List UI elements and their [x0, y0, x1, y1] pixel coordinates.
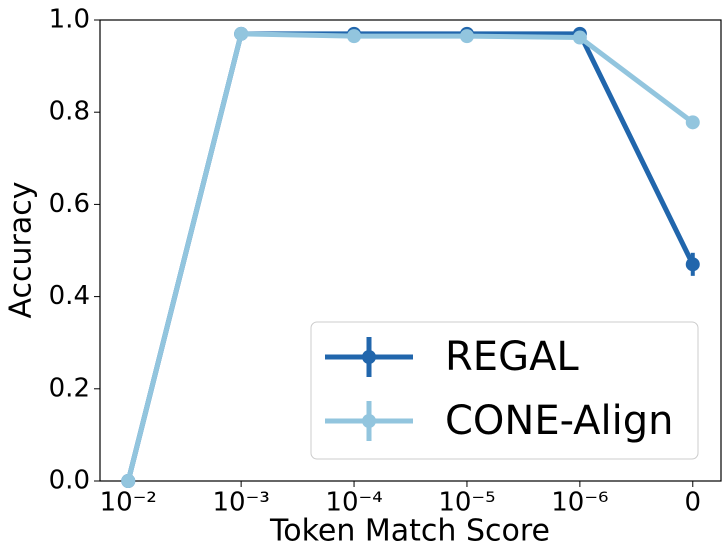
y-tick-label: 0.4 — [49, 281, 90, 311]
legend-label: REGAL — [445, 334, 579, 380]
marker — [121, 474, 136, 488]
y-tick-label: 0.2 — [49, 373, 90, 403]
y-tick-label: 0.8 — [49, 97, 90, 127]
legend-label: CONE-Align — [445, 398, 674, 444]
x-tick-label: 10⁻² — [100, 488, 157, 518]
x-tick-label: 0 — [684, 488, 701, 518]
legend-marker — [362, 414, 376, 428]
marker — [347, 29, 362, 44]
x-tick-label: 10⁻⁴ — [325, 488, 382, 518]
marker — [572, 30, 587, 45]
marker — [459, 29, 474, 44]
legend-marker — [362, 350, 376, 364]
x-tick-label: 10⁻³ — [213, 488, 270, 518]
series-line — [125, 31, 695, 482]
x-tick-label: 10⁻⁶ — [551, 488, 608, 518]
plot-frame — [99, 19, 722, 482]
y-axis-label: Accuracy — [4, 182, 39, 319]
y-tick-label: 0.0 — [49, 466, 90, 496]
x-tick-label: 10⁻⁵ — [438, 488, 495, 518]
marker — [234, 26, 249, 41]
marker — [685, 115, 700, 130]
marker — [685, 257, 700, 272]
y-tick-label: 1.0 — [49, 5, 90, 35]
x-axis-label: Token Match Score — [269, 514, 550, 547]
y-tick-label: 0.6 — [49, 189, 90, 219]
